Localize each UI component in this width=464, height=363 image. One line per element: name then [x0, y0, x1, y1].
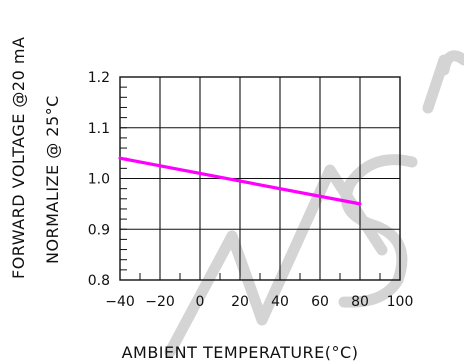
y-tick-label: 1.0: [88, 172, 110, 188]
watermark-s-shape: [338, 154, 418, 308]
grid-lines: [120, 77, 400, 280]
series-line: [118, 156, 362, 206]
x-tick-label: 100: [387, 294, 414, 310]
watermark-c-shape: [438, 50, 464, 76]
x-tick-label: −20: [145, 294, 175, 310]
y-tick-label: 0.8: [88, 273, 110, 289]
watermark: [164, 50, 464, 358]
series-lines: [118, 156, 362, 206]
y-axis-label-line-2: NORMALIZE @ 25°C: [43, 95, 62, 264]
x-tick-label: 80: [351, 294, 369, 310]
x-tick-label: 60: [311, 294, 329, 310]
x-tick-label: 20: [231, 294, 249, 310]
y-axis-label-line-1: FORWARD VOLTAGE @20 mA: [9, 37, 28, 279]
y-tick-label: 0.9: [88, 222, 110, 238]
x-tick-label: 40: [271, 294, 289, 310]
x-tick-labels: −40 −20 0 20 40 60 80 100: [105, 294, 413, 310]
x-axis-label: AMBIENT TEMPERATURE(°C): [122, 343, 359, 362]
y-tick-label: 1.2: [88, 70, 110, 86]
y-tick-label: 1.1: [88, 121, 110, 137]
y-tick-labels: 0.8 0.9 1.0 1.1 1.2: [88, 70, 110, 289]
x-tick-label: 0: [196, 294, 205, 310]
x-tick-label: −40: [105, 294, 135, 310]
minor-ticks: [119, 76, 401, 281]
